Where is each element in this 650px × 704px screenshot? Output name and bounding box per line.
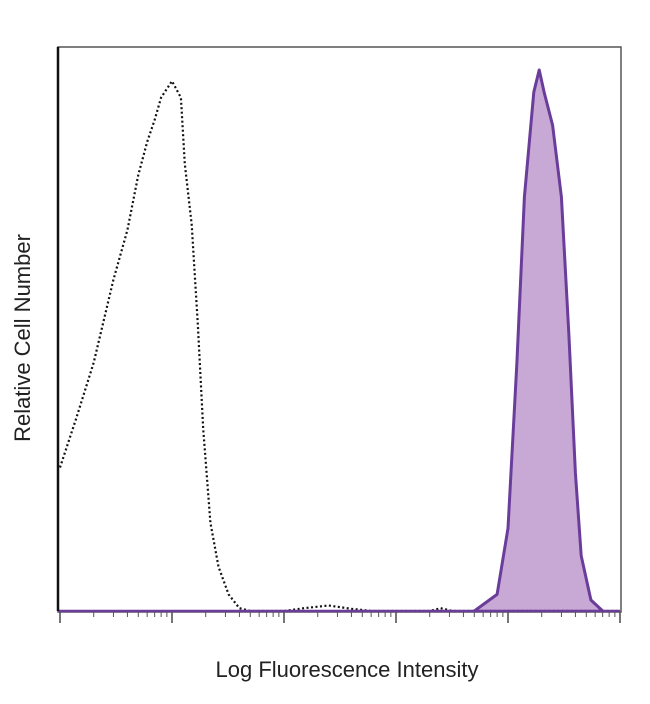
x-axis-ticks [59, 611, 621, 623]
x-axis-label: Log Fluorescence Intensity [216, 657, 479, 682]
positive-histogram-fill [474, 70, 603, 611]
control-histogram-outline [58, 80, 620, 613]
series-layer [56, 47, 620, 613]
positive-histogram-outline [473, 68, 604, 613]
y-axis-label: Relative Cell Number [10, 234, 35, 442]
